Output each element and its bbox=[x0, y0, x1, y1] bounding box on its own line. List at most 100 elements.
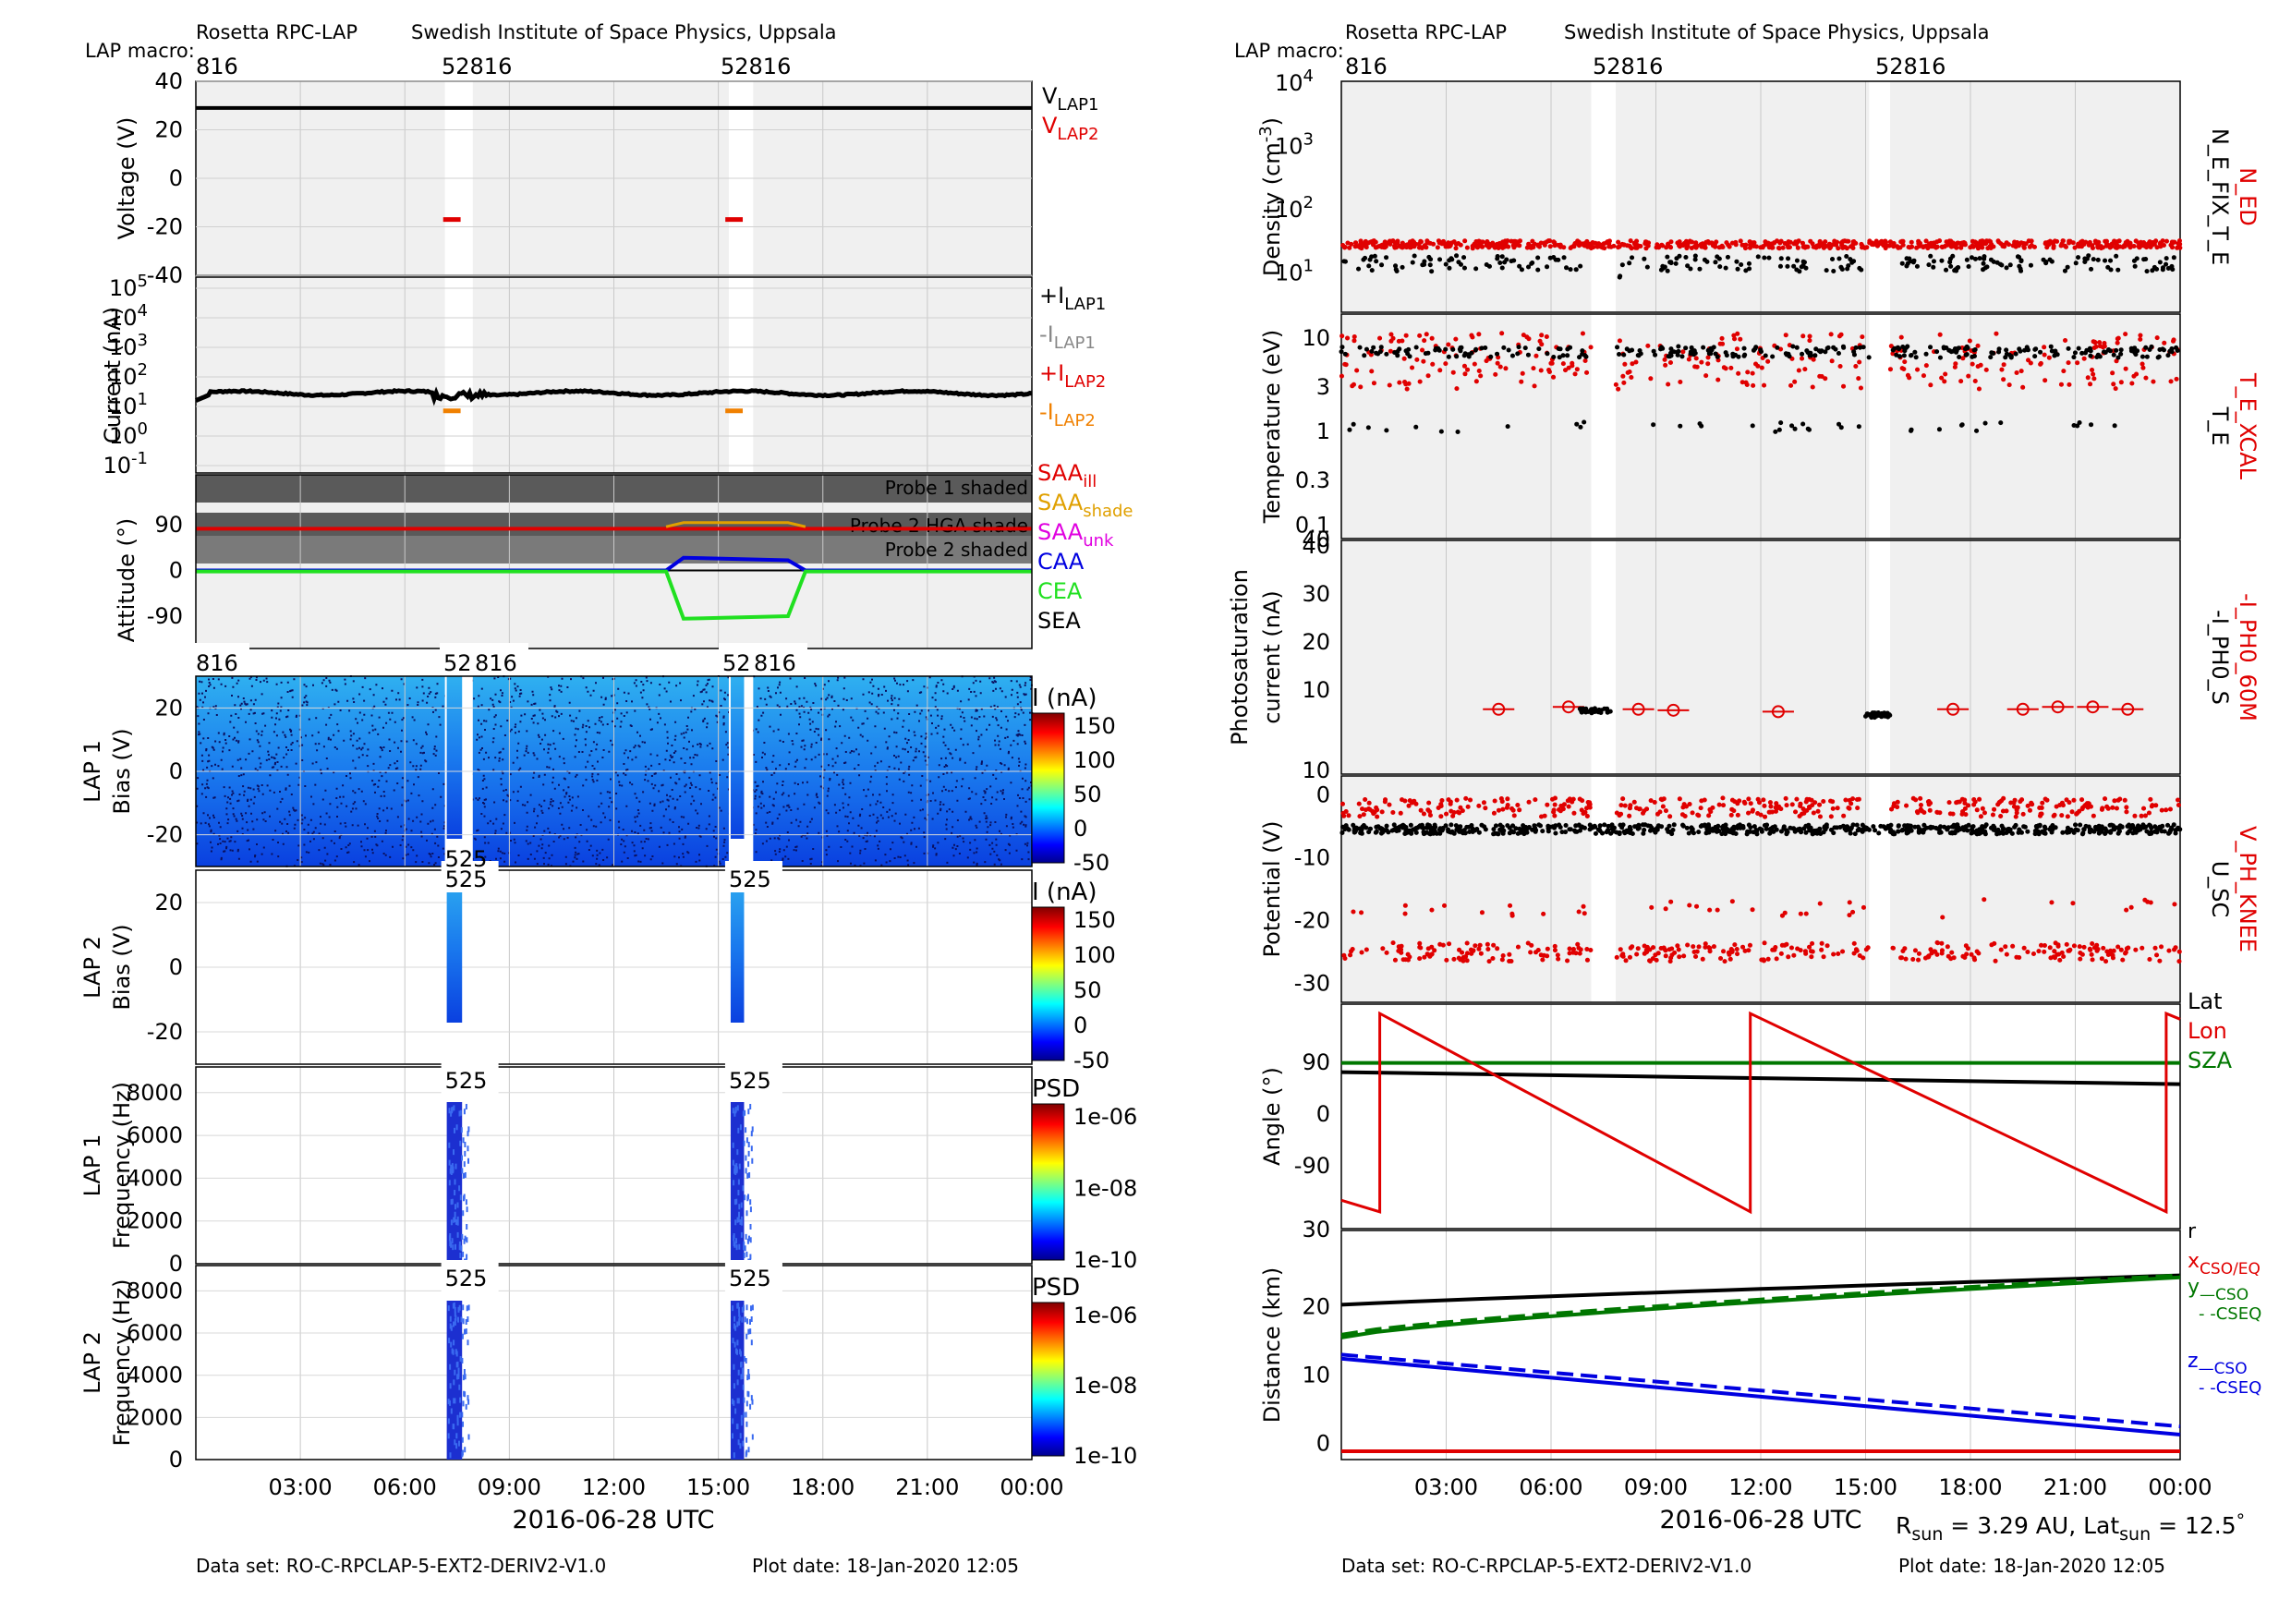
angle-ytick: 90 bbox=[1302, 1049, 1330, 1075]
psd-speckle bbox=[732, 1303, 754, 1459]
shade-label: Probe 2 shaded bbox=[885, 539, 1028, 561]
lap2-freq-panel-cbar-tick: 1e-10 bbox=[1073, 1443, 1137, 1469]
lap1-freq-panel-ylabel1: LAP 1 bbox=[79, 1134, 105, 1197]
photo-ytick: 10 bbox=[1302, 757, 1330, 783]
lap1-bias-panel-cbar-tick: 50 bbox=[1073, 782, 1102, 807]
psd-speckle bbox=[447, 1303, 470, 1459]
rsun-latsun-text: Rsun = 3.29 AU, Latsun = 12.5° bbox=[1896, 1510, 2245, 1545]
lap1-bias-panel-ytick: -20 bbox=[147, 822, 183, 848]
lap2-bias-window bbox=[446, 870, 463, 1023]
density-ned-points bbox=[1340, 238, 2183, 251]
lap1-bias-panel-cbar-tick: 150 bbox=[1073, 713, 1116, 739]
spec-macro-52-box bbox=[440, 643, 471, 676]
current-legend: -ILAP1 bbox=[1039, 321, 1096, 353]
lap2-freq-panel-colorbar bbox=[1031, 1302, 1065, 1457]
photo-60m-point bbox=[1492, 702, 1506, 716]
photo-ytick: 30 bbox=[1302, 581, 1330, 607]
density-legend-red: N_ED bbox=[2235, 167, 2261, 226]
left-xlabel: 2016-06-28 UTC bbox=[512, 1506, 714, 1534]
left-xtick: 21:00 bbox=[895, 1474, 959, 1500]
lap1-freq-panel-cbar-title: PSD bbox=[1032, 1075, 1080, 1103]
angle-legend: Lon bbox=[2188, 1018, 2227, 1044]
right-xtick: 09:00 bbox=[1624, 1474, 1688, 1500]
right-xtick: 00:00 bbox=[2148, 1474, 2212, 1500]
photo-60m-point bbox=[2016, 702, 2030, 716]
right-header-instrument: Rosetta RPC-LAP bbox=[1345, 21, 1507, 43]
distance-ytick: 20 bbox=[1302, 1294, 1330, 1320]
right-macro-label: LAP macro: bbox=[1234, 40, 1344, 62]
distance-ylabel: Distance (km) bbox=[1259, 1267, 1285, 1424]
angle-ytick: 0 bbox=[1316, 1101, 1330, 1127]
attitude-ylabel: Attitude (°) bbox=[114, 518, 139, 642]
spec-macro-52-box bbox=[719, 643, 750, 676]
photo-panel-gap bbox=[1591, 540, 1616, 774]
left-xtick: 12:00 bbox=[582, 1474, 646, 1500]
potential-ytick: 0 bbox=[1316, 782, 1330, 807]
temperature-ytick: 0.1 bbox=[1295, 513, 1330, 539]
attitude-legend: CAA bbox=[1037, 549, 1085, 575]
lap2-freq-panel-cbar-tick: 1e-06 bbox=[1073, 1303, 1137, 1328]
voltage-legend: VLAP2 bbox=[1042, 113, 1098, 144]
angle-lat-line bbox=[1340, 1070, 2181, 1086]
spec-macro-525: 525 bbox=[445, 846, 488, 872]
left-xtick: 18:00 bbox=[791, 1474, 855, 1500]
left-xtick: 09:00 bbox=[478, 1474, 541, 1500]
lap1-bias-panel-window bbox=[446, 676, 463, 839]
distance-z-cseq-line bbox=[1340, 1352, 2181, 1429]
lap1-bias-panel-cbar-title: I (nA) bbox=[1032, 685, 1097, 712]
spec-macro-525-box bbox=[441, 1260, 499, 1291]
left-xtick: 03:00 bbox=[269, 1474, 333, 1500]
right-xtick: 15:00 bbox=[1834, 1474, 1897, 1500]
spec-macro-52: 52 bbox=[722, 650, 751, 676]
lap2-freq-panel-ylabel2: Frequency (Hz) bbox=[109, 1279, 135, 1447]
current-panel-frame bbox=[195, 276, 1033, 474]
right-macro-1: 816 bbox=[1345, 54, 1388, 79]
distance-legend: r bbox=[2188, 1220, 2197, 1243]
spec-macro-816-box bbox=[192, 643, 249, 676]
density-ytick: 102 bbox=[1275, 193, 1314, 223]
lap2-freq-panel-ytick: 8000 bbox=[127, 1278, 183, 1303]
header-institute: Swedish Institute of Space Physics, Upps… bbox=[411, 21, 837, 43]
lap2-bias-panel-ylabel2: Bias (V) bbox=[109, 924, 135, 1010]
angle-lon-line bbox=[1340, 1011, 2181, 1215]
photo-ytick: 40 bbox=[1302, 533, 1330, 559]
left-xtick: 00:00 bbox=[1000, 1474, 1063, 1500]
lap2-freq-panel-ytick: 0 bbox=[169, 1447, 183, 1473]
right-footer-plotdate: Plot date: 18-Jan-2020 12:05 bbox=[1898, 1555, 2165, 1577]
density-ytick: 101 bbox=[1275, 256, 1314, 285]
density-ytick: 104 bbox=[1275, 67, 1314, 96]
potential-panel-gap bbox=[1869, 776, 1890, 1002]
spec-macro-525-box bbox=[724, 1260, 782, 1291]
macro-label-2: 52816 bbox=[442, 54, 512, 79]
lap1-bias-panel-colorbar bbox=[1031, 712, 1065, 864]
macro-label-1: 816 bbox=[196, 54, 238, 79]
lap1-bias-panel-cbar-tick: 0 bbox=[1073, 816, 1087, 842]
angle-ytick-30: 30 bbox=[1302, 1217, 1330, 1242]
lap1-freq-panel-ytick: 6000 bbox=[127, 1122, 183, 1148]
spec-macro-525: 525 bbox=[445, 1068, 488, 1094]
lap1-freq-panel-ylabel2: Frequency (Hz) bbox=[109, 1082, 135, 1249]
spec-macro-525: 525 bbox=[729, 1266, 771, 1291]
photo-60m-point bbox=[1946, 702, 1960, 716]
photo-legend-red: -I_PH0_60M bbox=[2235, 593, 2261, 721]
density-panel-gap bbox=[1591, 81, 1616, 312]
lap1-freq-panel-ytick: 0 bbox=[169, 1251, 183, 1277]
current-ytick: 10-1 bbox=[103, 449, 149, 479]
current-legend: +ILAP1 bbox=[1039, 283, 1106, 314]
potential-legend-black: U_SC bbox=[2207, 861, 2233, 918]
lap2-bias-panel-ylabel1: LAP 2 bbox=[79, 936, 105, 999]
temperature-ytick-bottom: 40 bbox=[1302, 527, 1330, 552]
right-xtick: 06:00 bbox=[1519, 1474, 1582, 1500]
saa-shade-line bbox=[665, 521, 806, 528]
current-panel-gap-0 bbox=[444, 277, 473, 473]
left-xtick: 06:00 bbox=[373, 1474, 437, 1500]
lap2-freq-panel-ytick: 2000 bbox=[127, 1404, 183, 1430]
right-macro-3: 52816 bbox=[1875, 54, 1946, 79]
lap1-bias-panel-window bbox=[730, 676, 745, 839]
attitude-ytick: 90 bbox=[154, 512, 183, 538]
lap2-bias-panel-ytick: 0 bbox=[169, 954, 183, 980]
attitude-ytick: -90 bbox=[147, 603, 183, 629]
lap2-bias-panel-cbar-tick: 50 bbox=[1073, 977, 1102, 1003]
lap1-bias-panel-ylabel1: LAP 1 bbox=[79, 740, 105, 803]
attitude-legend: CEA bbox=[1037, 578, 1083, 604]
